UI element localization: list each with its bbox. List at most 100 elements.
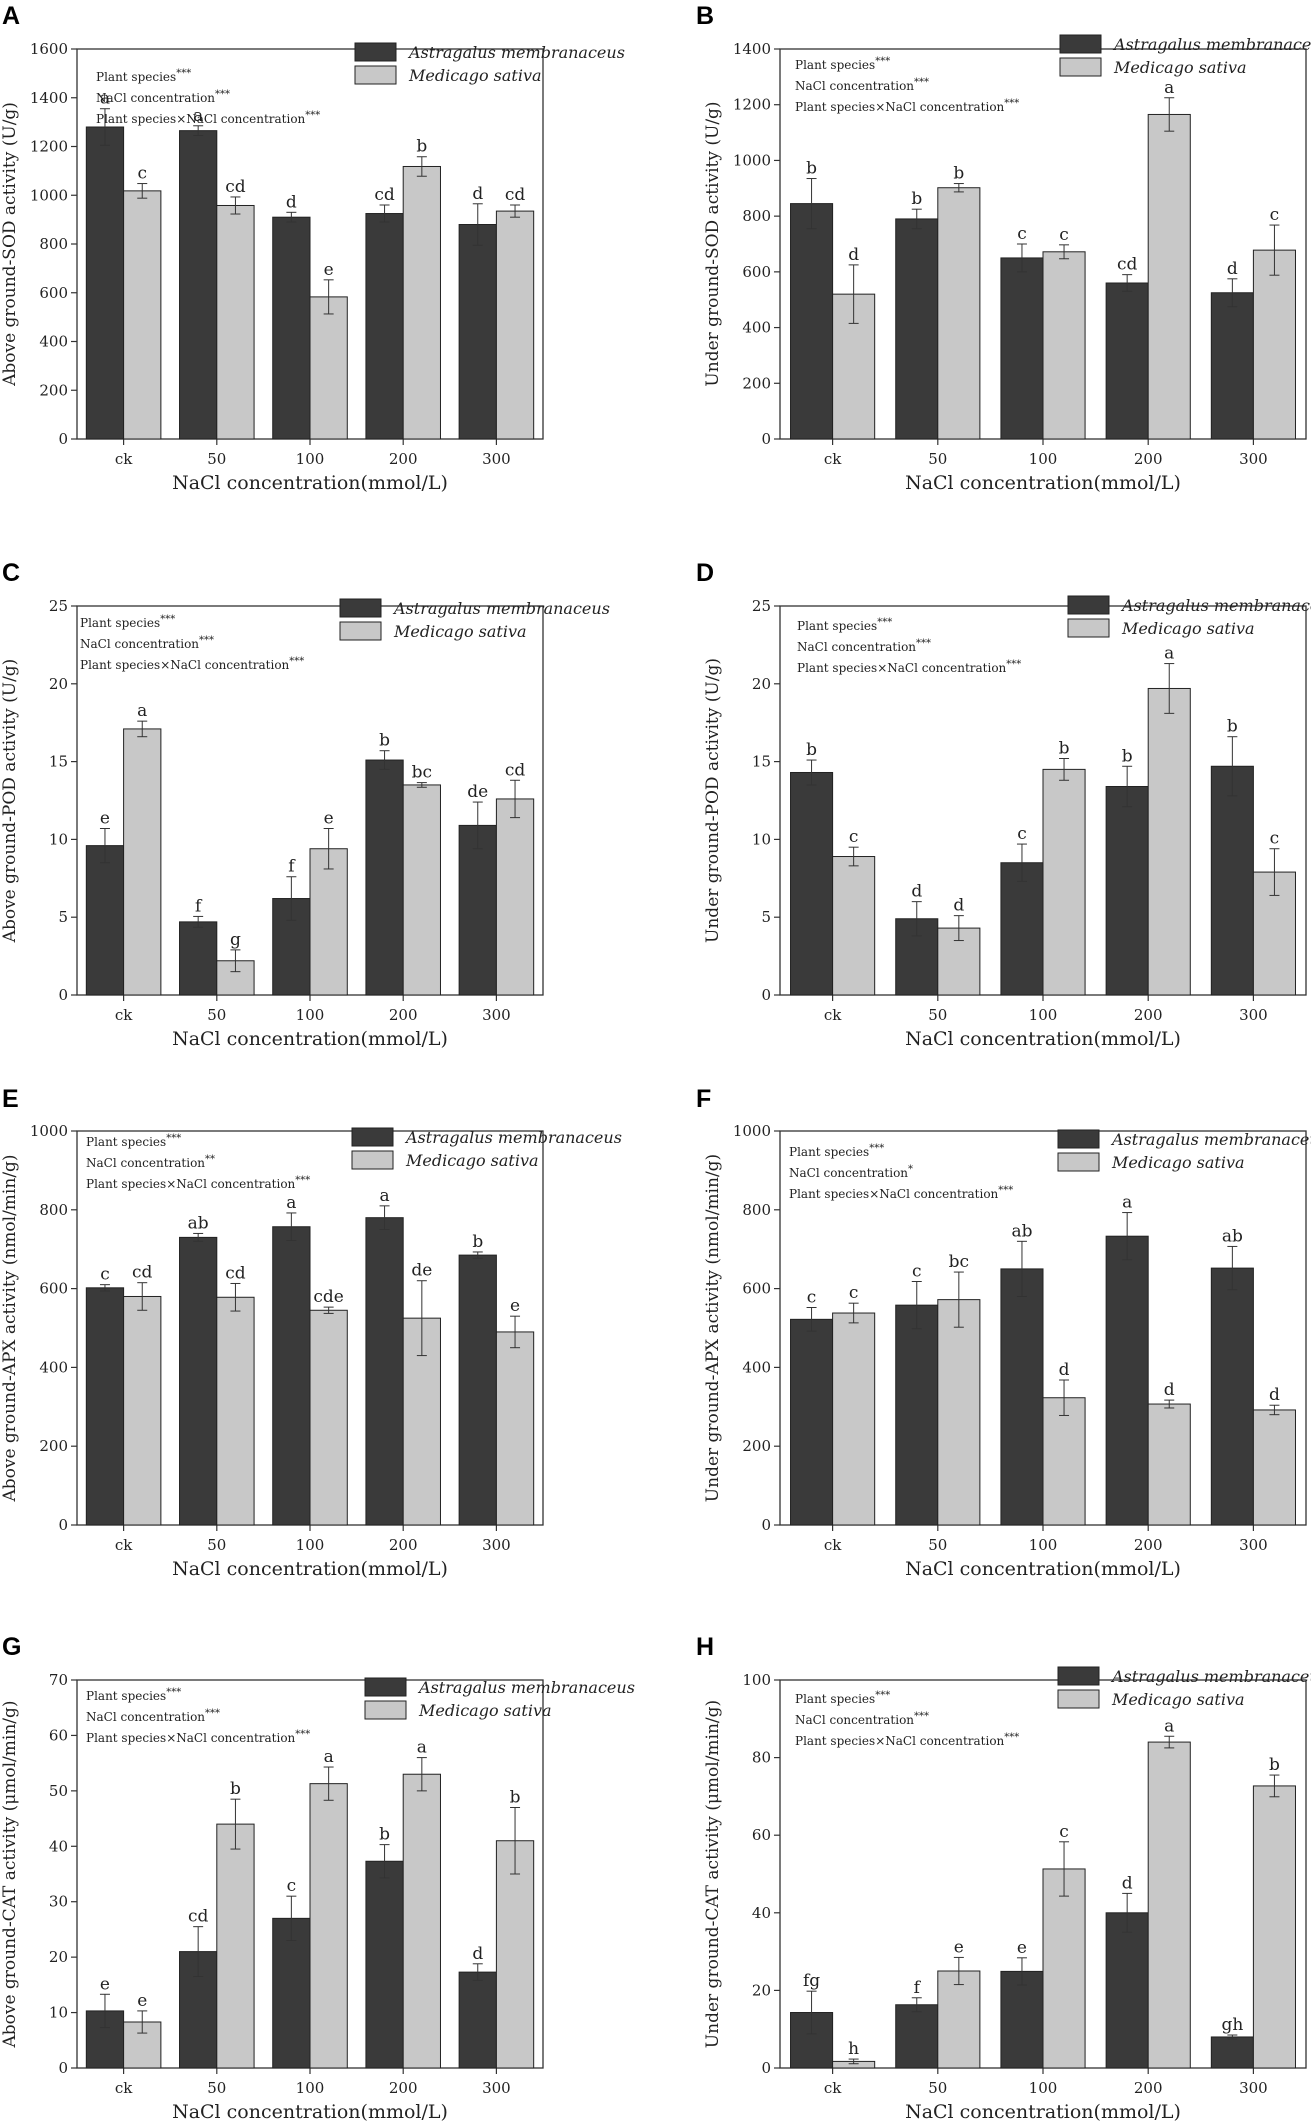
bar-astragalus [365, 1860, 404, 2069]
x-tick-label: 100 [296, 450, 325, 468]
y-tick-label: 600 [39, 1280, 68, 1298]
stat-annotation: Plant species*** [80, 614, 175, 630]
bar-medicago [1042, 251, 1086, 440]
panel-letter: G [2, 1633, 21, 1661]
bar-medicago [832, 856, 876, 996]
x-axis-label: NaCl concentration(mmol/L) [172, 1558, 448, 1580]
y-tick-label: 1200 [30, 138, 68, 156]
bar-astragalus [458, 824, 497, 996]
y-tick-label: 20 [752, 1981, 771, 1999]
y-axis-label: Above ground-CAT activity (μmol/min/g) [0, 1700, 20, 2048]
y-tick-label: 20 [49, 1948, 68, 1966]
y-tick-label: 1000 [733, 1122, 771, 1140]
significance-letter: d [1269, 1385, 1280, 1405]
significance-letter: b [510, 1787, 521, 1807]
x-tick-label: ck [824, 1006, 842, 1024]
y-tick-label: 40 [49, 1837, 68, 1855]
significance-letter: c [849, 827, 859, 847]
y-tick-label: 1000 [30, 1122, 68, 1140]
legend-label: Medicago sativa [393, 622, 527, 641]
panel-e: E 0 200 400 600 800 1000 ck 50 100 200 300 NaCl conc… [0, 1085, 622, 1580]
y-tick-label: 10 [752, 830, 771, 848]
y-tick-label: 25 [49, 597, 68, 615]
panel-letter: C [2, 559, 20, 587]
significance-letter: cde [313, 1287, 343, 1307]
bar-astragalus [85, 1287, 125, 1526]
stat-annotation: Plant species*** [795, 1690, 890, 1706]
y-tick-label: 15 [49, 753, 68, 771]
bar-medicago [1252, 1409, 1296, 1526]
x-tick-label: ck [115, 450, 133, 468]
stat-annotation: Plant species*** [86, 1687, 181, 1703]
stat-annotation: NaCl concentration*** [795, 1711, 929, 1727]
significance-letter: ab [1222, 1226, 1243, 1246]
bar-medicago [216, 204, 255, 440]
significance-letter: c [1017, 224, 1027, 244]
y-tick-label: 80 [752, 1749, 771, 1767]
significance-letter: ab [188, 1213, 209, 1233]
bar-astragalus [1105, 282, 1149, 440]
x-tick-label: 100 [296, 1006, 325, 1024]
significance-letter: b [1227, 717, 1238, 737]
stat-significance: *** [875, 56, 890, 67]
bar-medicago [309, 1309, 348, 1526]
stat-significance: *** [289, 656, 304, 667]
significance-letter: a [137, 701, 147, 721]
stat-significance: *** [1004, 1732, 1019, 1743]
significance-letter: e [100, 1974, 110, 1994]
bar-astragalus [1210, 1267, 1254, 1526]
legend-swatch-astragalus [1057, 1129, 1100, 1149]
y-tick-label: 1000 [733, 151, 771, 169]
significance-letter: cd [374, 185, 395, 205]
y-tick-label: 400 [742, 319, 771, 337]
stat-label: Plant species×NaCl concentration [86, 1731, 296, 1745]
y-tick-label: 0 [761, 1516, 771, 1534]
stat-significance: *** [166, 1133, 181, 1144]
stat-significance: *** [166, 1687, 181, 1698]
bar-astragalus [1210, 765, 1254, 996]
stat-label: Plant species×NaCl concentration [795, 100, 1005, 114]
bar-astragalus [1000, 1970, 1044, 2069]
x-tick-label: 100 [1029, 1536, 1058, 1554]
stat-label: NaCl concentration [86, 1156, 205, 1170]
x-tick-label: 200 [389, 1536, 418, 1554]
significance-letter: c [1270, 205, 1280, 225]
x-tick-label: ck [824, 450, 842, 468]
y-tick-label: 600 [742, 263, 771, 281]
significance-letter: h [848, 2039, 859, 2059]
bar-medicago [495, 1840, 535, 2069]
bar-medicago [309, 1783, 348, 2069]
significance-letter: cd [505, 760, 526, 780]
stat-annotation: Plant species×NaCl concentration*** [86, 1729, 310, 1745]
significance-letter: d [472, 1944, 483, 1964]
bar-medicago [937, 1970, 981, 2069]
panel-letter: D [696, 559, 714, 587]
stat-significance: *** [295, 1729, 310, 1740]
significance-letter: ab [1011, 1221, 1032, 1241]
significance-letter: g [230, 930, 241, 950]
stat-annotation: Plant species×NaCl concentration*** [80, 656, 304, 672]
y-tick-label: 15 [752, 753, 771, 771]
x-axis-label: NaCl concentration(mmol/L) [905, 1558, 1181, 1580]
y-tick-label: 100 [742, 1671, 771, 1689]
y-tick-label: 600 [39, 284, 68, 302]
bar-medicago [216, 1296, 255, 1526]
stat-annotation: NaCl concentration*** [86, 1708, 220, 1724]
x-tick-label: 200 [389, 2079, 418, 2097]
y-tick-label: 200 [742, 1437, 771, 1455]
x-tick-label: 50 [207, 1006, 226, 1024]
legend-swatch-medicago [354, 65, 397, 85]
bar-astragalus [1000, 1268, 1044, 1526]
stat-label: Plant species [80, 616, 160, 630]
legend-label: Astragalus membranaceus [392, 599, 610, 618]
x-axis-label: NaCl concentration(mmol/L) [172, 2101, 448, 2123]
y-tick-label: 60 [49, 1726, 68, 1744]
bar-astragalus [1105, 1912, 1149, 2069]
y-tick-label: 1200 [733, 96, 771, 114]
significance-letter: e [1017, 1938, 1027, 1958]
stat-significance: *** [1006, 659, 1021, 670]
significance-letter: b [806, 159, 817, 179]
bar-medicago [123, 728, 162, 996]
y-tick-label: 1000 [30, 186, 68, 204]
panel-letter: B [696, 2, 714, 30]
